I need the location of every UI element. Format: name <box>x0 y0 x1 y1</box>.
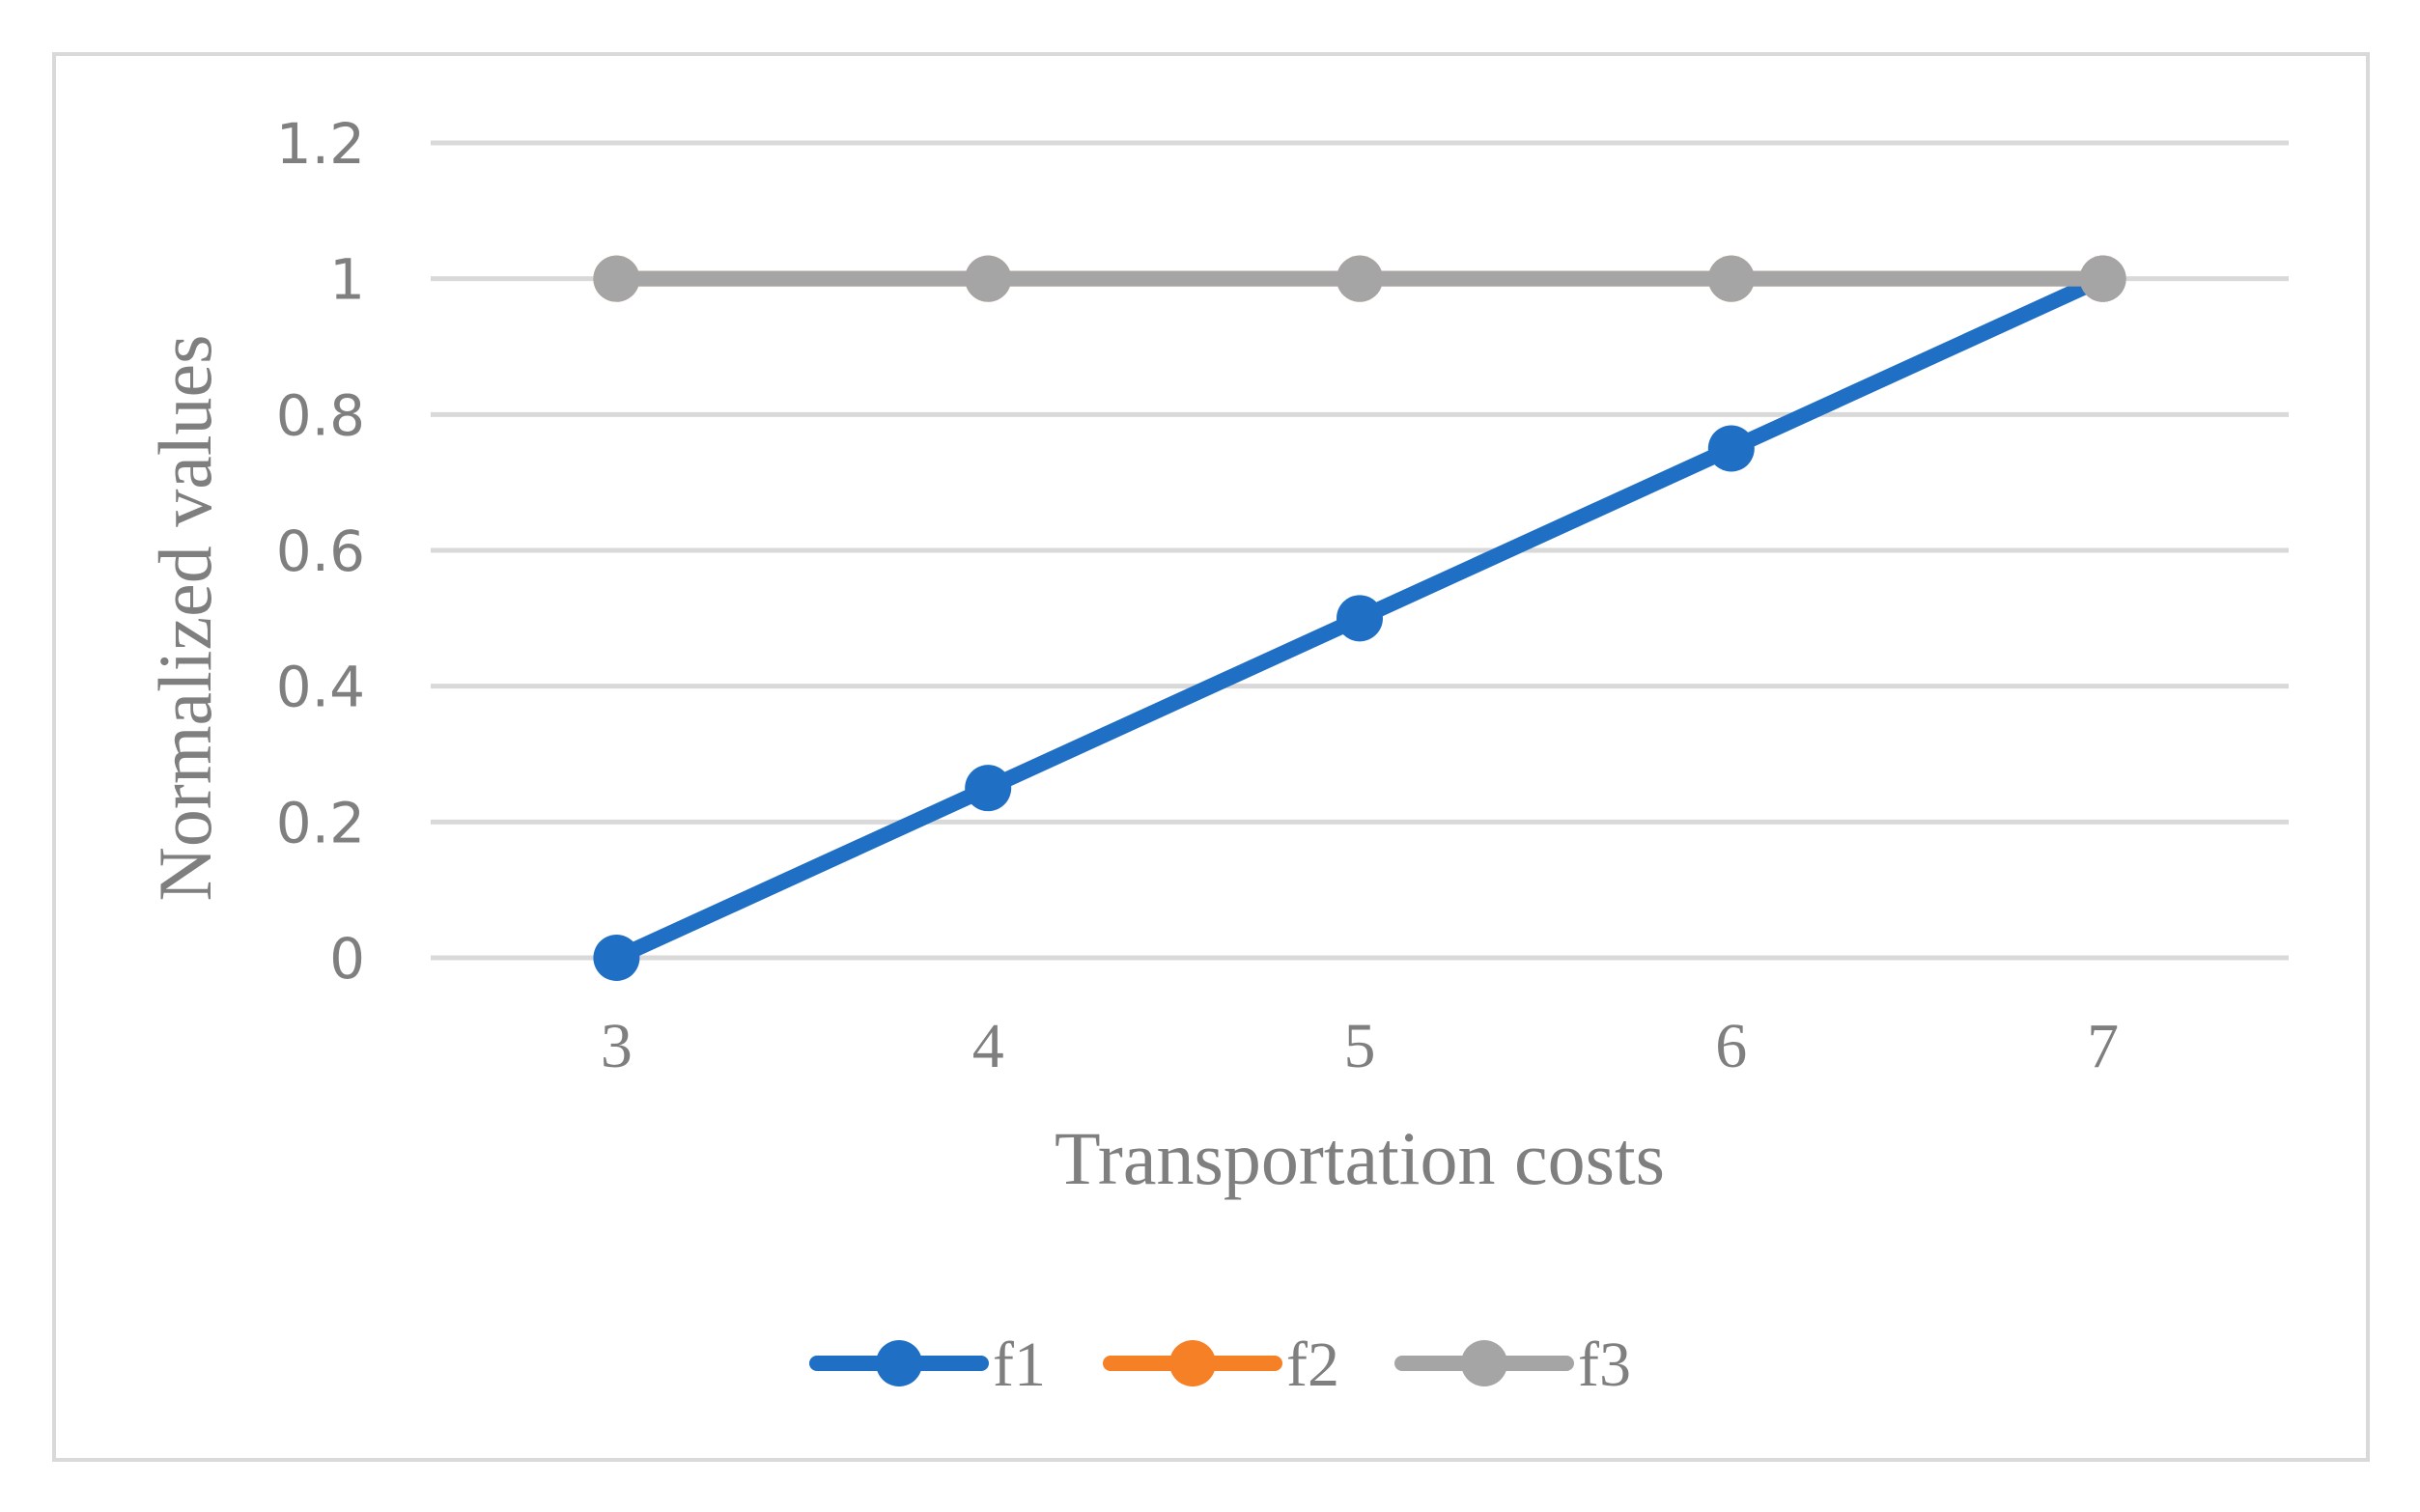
y-axis-title: Normalized values <box>143 335 227 902</box>
series-f1 <box>593 255 2126 981</box>
y-tick-label: 0.8 <box>276 382 365 448</box>
x-tick-label: 5 <box>1344 1011 1376 1081</box>
x-tick-label: 7 <box>2087 1011 2119 1081</box>
data-point <box>965 255 1012 302</box>
x-axis-title: Transportation costs <box>1055 1116 1665 1200</box>
legend-label: f2 <box>1286 1330 1339 1400</box>
legend-swatch-marker <box>1169 1340 1216 1386</box>
data-point <box>1707 255 1755 302</box>
legend-item-f3: f3 <box>1394 1330 1631 1400</box>
x-axis-ticks: 3 4 5 6 7 <box>601 1011 2119 1081</box>
data-point <box>593 935 640 981</box>
data-point <box>1337 595 1383 642</box>
legend-label: f3 <box>1578 1330 1631 1400</box>
data-point <box>1337 255 1383 302</box>
data-point <box>593 255 640 302</box>
x-tick-label: 3 <box>601 1011 633 1081</box>
chart-frame <box>52 52 2370 1462</box>
data-point <box>2079 255 2126 302</box>
y-tick-label: 0 <box>329 926 365 992</box>
x-tick-label: 4 <box>972 1011 1004 1081</box>
y-tick-label: 1 <box>329 247 365 313</box>
legend: f1 f2 f3 <box>809 1330 1631 1400</box>
data-point <box>1707 425 1755 472</box>
data-point <box>965 765 1012 812</box>
x-tick-label: 6 <box>1715 1011 1747 1081</box>
y-tick-label: 1.2 <box>276 111 365 177</box>
legend-item-f2: f2 <box>1103 1330 1339 1400</box>
legend-item-f1: f1 <box>809 1330 1046 1400</box>
series-f3 <box>593 255 2126 302</box>
legend-swatch-marker <box>1461 1340 1507 1386</box>
y-tick-label: 0.4 <box>276 655 365 720</box>
legend-label: f1 <box>993 1330 1046 1400</box>
y-tick-label: 0.2 <box>276 790 365 855</box>
legend-swatch-marker <box>876 1340 922 1386</box>
y-axis-ticks: 0 0.2 0.4 0.6 0.8 1 1.2 <box>276 111 365 992</box>
y-tick-label: 0.6 <box>276 518 365 584</box>
series-lines <box>593 255 2126 981</box>
